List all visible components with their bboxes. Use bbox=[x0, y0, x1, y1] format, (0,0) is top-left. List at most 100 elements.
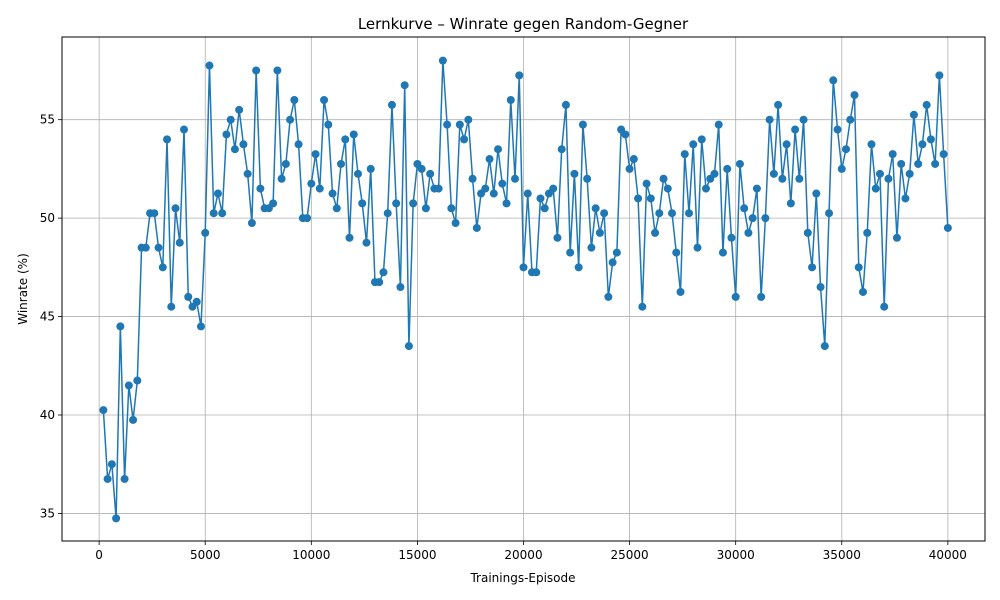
data-point bbox=[842, 145, 851, 154]
data-point bbox=[502, 199, 511, 208]
data-point bbox=[460, 135, 469, 144]
data-point bbox=[926, 135, 935, 144]
data-point bbox=[858, 287, 867, 296]
data-point bbox=[897, 159, 906, 168]
data-point bbox=[417, 164, 426, 173]
data-point bbox=[748, 214, 757, 223]
x-tick-label: 30000 bbox=[717, 548, 755, 562]
data-point bbox=[379, 268, 388, 277]
data-point bbox=[438, 56, 447, 65]
data-point bbox=[825, 209, 834, 218]
data-point bbox=[914, 159, 923, 168]
data-point bbox=[718, 248, 727, 257]
data-point bbox=[158, 263, 167, 272]
data-point bbox=[935, 71, 944, 80]
data-point bbox=[757, 292, 766, 301]
data-point bbox=[863, 228, 872, 237]
data-point bbox=[341, 135, 350, 144]
data-point bbox=[455, 120, 464, 129]
data-point bbox=[472, 223, 481, 232]
data-point bbox=[447, 204, 456, 213]
data-point bbox=[226, 115, 235, 124]
x-tick-label: 10000 bbox=[292, 548, 330, 562]
data-point bbox=[604, 292, 613, 301]
data-point bbox=[723, 164, 732, 173]
series-line bbox=[102, 59, 949, 520]
data-point bbox=[481, 184, 490, 193]
data-point bbox=[163, 135, 172, 144]
data-point bbox=[875, 169, 884, 178]
data-point bbox=[905, 169, 914, 178]
data-point bbox=[583, 174, 592, 183]
data-point bbox=[608, 258, 617, 267]
data-point bbox=[536, 194, 545, 203]
data-point bbox=[201, 228, 210, 237]
data-point bbox=[311, 150, 320, 159]
data-point bbox=[532, 268, 541, 277]
data-point bbox=[553, 233, 562, 242]
x-tick-label: 20000 bbox=[504, 548, 542, 562]
data-point bbox=[392, 199, 401, 208]
data-point bbox=[511, 174, 520, 183]
data-point bbox=[175, 238, 184, 247]
data-point bbox=[332, 204, 341, 213]
data-point bbox=[668, 209, 677, 218]
y-tick-label: 35 bbox=[40, 506, 55, 520]
data-point bbox=[918, 140, 927, 149]
data-point bbox=[693, 243, 702, 252]
data-point bbox=[888, 150, 897, 159]
data-point bbox=[409, 199, 418, 208]
data-point bbox=[247, 219, 256, 228]
data-point bbox=[837, 164, 846, 173]
data-point bbox=[235, 105, 244, 114]
data-point bbox=[892, 233, 901, 242]
data-point bbox=[638, 302, 647, 311]
data-point bbox=[646, 194, 655, 203]
data-point bbox=[129, 415, 138, 424]
data-point bbox=[850, 91, 859, 100]
data-point bbox=[884, 174, 893, 183]
data-point bbox=[324, 120, 333, 129]
data-point bbox=[939, 150, 948, 159]
data-point bbox=[277, 174, 286, 183]
data-point bbox=[812, 189, 821, 198]
data-point bbox=[222, 130, 231, 139]
data-point bbox=[820, 342, 829, 351]
data-point bbox=[621, 130, 630, 139]
data-point bbox=[434, 184, 443, 193]
data-point bbox=[421, 204, 430, 213]
data-point bbox=[735, 159, 744, 168]
data-point bbox=[494, 145, 503, 154]
data-point bbox=[294, 140, 303, 149]
data-point bbox=[833, 125, 842, 134]
data-point bbox=[523, 189, 532, 198]
data-point bbox=[256, 184, 265, 193]
data-point bbox=[349, 130, 358, 139]
data-point bbox=[600, 209, 609, 218]
data-point bbox=[107, 460, 116, 469]
data-point bbox=[387, 100, 396, 109]
data-point bbox=[778, 174, 787, 183]
y-tick-label: 45 bbox=[40, 310, 55, 324]
data-point bbox=[307, 179, 316, 188]
data-point bbox=[680, 150, 689, 159]
data-point bbox=[269, 199, 278, 208]
data-point bbox=[404, 342, 413, 351]
data-point bbox=[591, 204, 600, 213]
data-point bbox=[515, 71, 524, 80]
data-point bbox=[99, 406, 108, 415]
data-point bbox=[808, 263, 817, 272]
data-point bbox=[506, 96, 515, 104]
data-point bbox=[774, 100, 783, 109]
data-point bbox=[213, 189, 222, 198]
data-point bbox=[354, 169, 362, 178]
data-point bbox=[557, 145, 566, 154]
data-point bbox=[765, 115, 774, 124]
data-point bbox=[540, 204, 549, 213]
data-point bbox=[727, 233, 736, 242]
data-point bbox=[803, 228, 812, 237]
data-point bbox=[651, 228, 660, 237]
data-point bbox=[328, 189, 337, 198]
data-point bbox=[154, 243, 163, 252]
